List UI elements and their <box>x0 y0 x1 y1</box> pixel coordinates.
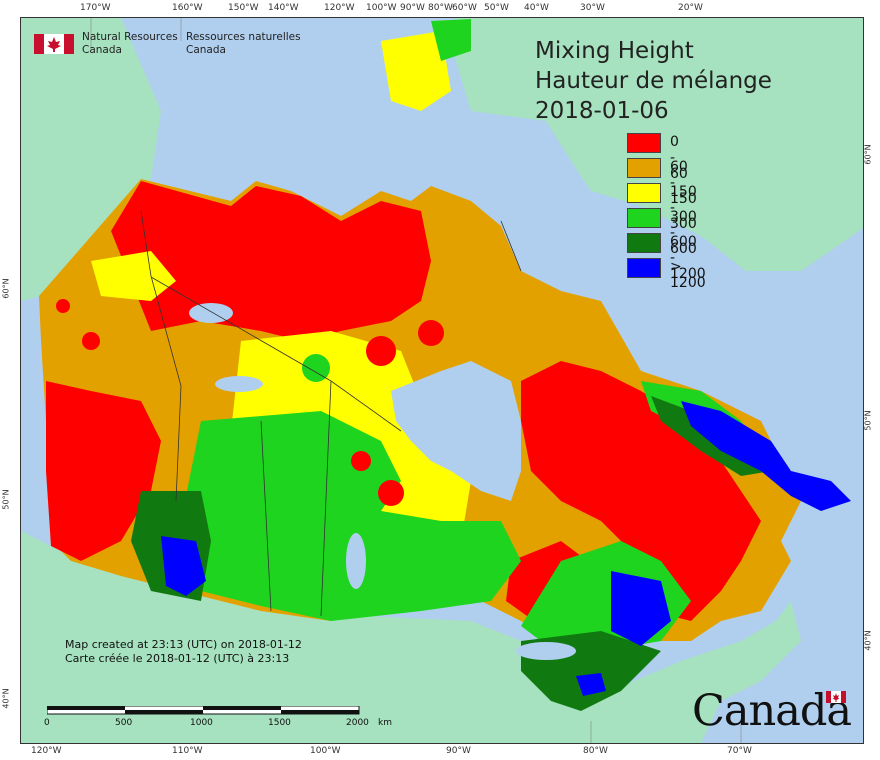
hotspot <box>418 320 444 346</box>
provincial-borders <box>140 210 522 617</box>
left-tick: 40°N <box>1 688 11 709</box>
top-tick: 160°W <box>172 3 203 13</box>
legend-label: 0 - 60 <box>670 134 688 182</box>
alaska-land <box>21 18 161 301</box>
great-bear-lake <box>189 303 233 323</box>
agency-name-fr-line2: Canada <box>186 44 226 56</box>
map-title-fr: Hauteur de mélange <box>535 68 772 94</box>
top-tick: 90°W <box>400 3 425 13</box>
wordmark-flag-icon <box>826 691 846 703</box>
legend-label: 60 - 150 <box>670 159 697 207</box>
blue-quebec <box>611 571 671 646</box>
top-tick: 170°W <box>80 3 111 13</box>
right-tick: 60°N <box>863 144 873 165</box>
agency-name-fr: Ressources naturelles Canada <box>186 31 301 57</box>
scale-label: 1000 <box>190 718 213 728</box>
agency-name-en-line1: Natural Resources <box>82 31 178 43</box>
map-title-en: Mixing Height <box>535 38 694 64</box>
top-tick: 50°W <box>484 3 509 13</box>
legend-label: 300 - 600 <box>670 209 697 257</box>
credit-fr: Carte créée le 2018-01-12 (UTC) à 23:13 <box>65 652 290 665</box>
hotspot <box>82 332 100 350</box>
canada-flag-icon <box>34 34 74 54</box>
hotspot <box>378 480 404 506</box>
right-tick: 40°N <box>863 630 873 651</box>
left-tick: 60°N <box>1 278 11 299</box>
scale-bar <box>47 706 360 715</box>
bottom-tick: 100°W <box>310 746 341 756</box>
hotspot <box>56 299 70 313</box>
credit-en: Map created at 23:13 (UTC) on 2018-01-12 <box>65 638 302 651</box>
bottom-tick: 70°W <box>727 746 752 756</box>
scale-label: 1500 <box>268 718 291 728</box>
agency-name-fr-line1: Ressources naturelles <box>186 31 301 43</box>
yellow-arctic <box>381 31 451 111</box>
right-tick: 50°N <box>863 410 873 431</box>
red-quebec <box>521 361 761 621</box>
legend-label: > 1200 <box>670 259 706 291</box>
graticule <box>90 18 742 743</box>
legend-swatch <box>627 233 661 253</box>
map-canvas <box>20 17 864 744</box>
scale-label: 500 <box>115 718 133 728</box>
top-tick: 150°W <box>228 3 259 13</box>
bottom-tick: 110°W <box>172 746 203 756</box>
top-tick: 100°W <box>366 3 397 13</box>
bottom-tick: 90°W <box>446 746 471 756</box>
great-slave-lake <box>215 376 263 392</box>
top-tick: 20°W <box>678 3 703 13</box>
lake-winnipeg <box>346 533 366 589</box>
legend-label: 150 - 300 <box>670 184 697 232</box>
map-title: Mixing Height Hauteur de mélange 2018-01… <box>535 36 772 126</box>
legend-label: 600 - 1200 <box>670 234 706 282</box>
legend-swatch <box>627 133 661 153</box>
hotspot <box>366 336 396 366</box>
canada-wordmark: Canada <box>692 686 852 736</box>
bottom-tick: 120°W <box>31 746 62 756</box>
legend-swatch <box>627 158 661 178</box>
mixing-height-map <box>21 18 863 743</box>
top-tick: 120°W <box>324 3 355 13</box>
scale-unit: km <box>378 718 392 728</box>
hudson-bay <box>391 361 521 501</box>
hotspot <box>351 451 371 471</box>
top-tick: 80°W <box>428 3 453 13</box>
agency-name-en-line2: Canada <box>82 44 122 56</box>
legend-swatch <box>627 208 661 228</box>
scale-label: 0 <box>44 718 50 728</box>
legend-swatch <box>627 258 661 278</box>
lake-superior <box>516 642 576 660</box>
hotspot <box>302 354 330 382</box>
blue-bc <box>161 536 206 596</box>
red-north <box>111 181 431 341</box>
top-tick: 140°W <box>268 3 299 13</box>
top-tick: 30°W <box>580 3 605 13</box>
scale-label: 2000 <box>346 718 369 728</box>
green-prairies <box>181 411 521 621</box>
red-west <box>46 381 161 561</box>
top-tick: 60°W <box>452 3 477 13</box>
left-tick: 50°N <box>1 489 11 510</box>
blue-labrador <box>681 401 851 511</box>
bottom-tick: 80°W <box>583 746 608 756</box>
green-arctic <box>431 19 471 61</box>
top-tick: 40°W <box>524 3 549 13</box>
legend-swatch <box>627 183 661 203</box>
map-credit: Map created at 23:13 (UTC) on 2018-01-12… <box>65 638 302 666</box>
map-date: 2018-01-06 <box>535 98 669 124</box>
blue-ontario <box>576 673 606 696</box>
agency-name-en: Natural Resources Canada <box>82 31 178 57</box>
